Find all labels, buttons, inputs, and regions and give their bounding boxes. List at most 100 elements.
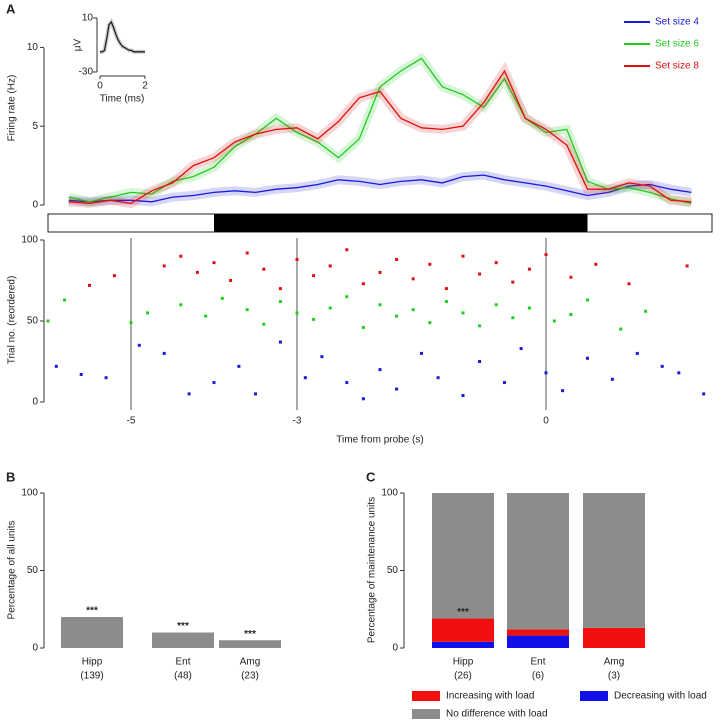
spike bbox=[220, 296, 224, 300]
count-label: (3) bbox=[608, 671, 620, 682]
y-tick-label: -30 bbox=[79, 67, 94, 78]
bar-segment bbox=[507, 493, 569, 630]
spike bbox=[212, 381, 216, 385]
spike bbox=[320, 355, 324, 359]
legend-label: Set size 6 bbox=[655, 39, 699, 50]
spike bbox=[245, 251, 249, 255]
spike bbox=[278, 300, 282, 304]
spike bbox=[162, 351, 166, 355]
y-tick-label: 0 bbox=[32, 397, 38, 408]
y-tick-label: 50 bbox=[387, 565, 399, 576]
count-label: (26) bbox=[454, 671, 472, 682]
spike bbox=[428, 262, 432, 266]
spike bbox=[395, 257, 399, 261]
spike bbox=[312, 274, 316, 278]
y-tick-label: 0 bbox=[32, 200, 38, 211]
spike bbox=[345, 248, 349, 252]
spike bbox=[195, 270, 199, 274]
x-axis-label: Time from probe (s) bbox=[336, 435, 423, 446]
spike bbox=[262, 267, 266, 271]
bar-segment bbox=[432, 493, 494, 619]
x-tick-label: -3 bbox=[293, 416, 302, 427]
spike bbox=[420, 351, 423, 355]
bar-segment bbox=[507, 629, 569, 636]
count-label: (6) bbox=[532, 671, 544, 682]
annotation: *** bbox=[244, 629, 256, 640]
spike bbox=[345, 381, 349, 385]
spike bbox=[162, 264, 166, 268]
spike bbox=[179, 303, 183, 307]
category-label: Ent bbox=[530, 657, 545, 668]
spike bbox=[54, 364, 58, 368]
y-axis-label: μV bbox=[73, 38, 84, 51]
spike bbox=[361, 397, 365, 401]
legend-label: Increasing with load bbox=[446, 691, 534, 702]
x-tick-label: 2 bbox=[142, 81, 148, 92]
bar-segment bbox=[432, 641, 494, 648]
spike bbox=[461, 311, 465, 315]
spike bbox=[146, 311, 150, 315]
spike bbox=[544, 371, 548, 375]
spike bbox=[112, 274, 116, 278]
spike bbox=[436, 376, 440, 380]
legend-swatch bbox=[412, 691, 440, 701]
spike bbox=[586, 356, 589, 360]
y-axis-label: Firing rate (Hz) bbox=[7, 75, 18, 142]
spike bbox=[88, 283, 91, 287]
spike bbox=[129, 321, 133, 325]
spike bbox=[245, 308, 249, 312]
x-tick-label: 0 bbox=[543, 416, 549, 427]
bar-segment bbox=[507, 635, 569, 648]
panel-label: B bbox=[6, 469, 15, 484]
spike bbox=[295, 311, 299, 315]
spike bbox=[569, 275, 573, 279]
count-label: (23) bbox=[241, 671, 259, 682]
category-label: Hipp bbox=[82, 657, 103, 668]
spike bbox=[511, 280, 515, 284]
y-tick-label: 5 bbox=[32, 121, 38, 132]
spike bbox=[79, 372, 83, 376]
spike bbox=[411, 308, 415, 312]
spike bbox=[527, 306, 531, 310]
spike bbox=[378, 368, 382, 372]
bar-segment bbox=[583, 493, 645, 628]
spike bbox=[594, 262, 598, 266]
spike bbox=[444, 300, 448, 304]
spike bbox=[461, 254, 465, 258]
spike bbox=[212, 261, 216, 265]
category-label: Ent bbox=[175, 657, 190, 668]
spike bbox=[262, 322, 266, 326]
spike bbox=[586, 298, 589, 302]
spike bbox=[619, 327, 623, 331]
spike bbox=[527, 267, 531, 271]
spike bbox=[187, 392, 191, 396]
spike bbox=[104, 376, 108, 380]
y-tick-label: 100 bbox=[21, 235, 38, 246]
spike bbox=[561, 389, 565, 393]
spike bbox=[478, 324, 482, 328]
spike bbox=[644, 309, 648, 313]
y-tick-label: 100 bbox=[381, 488, 398, 499]
spike bbox=[312, 317, 316, 321]
spike bbox=[494, 261, 498, 265]
line bbox=[68, 174, 692, 203]
bar bbox=[152, 632, 214, 648]
y-axis-label: Percentage of all units bbox=[7, 521, 18, 620]
x-tick-label: -5 bbox=[127, 416, 136, 427]
y-tick-label: 100 bbox=[21, 488, 38, 499]
line bbox=[68, 57, 692, 205]
y-axis-label: Trial no. (reordered) bbox=[7, 276, 18, 365]
spike bbox=[137, 343, 141, 347]
spike bbox=[361, 282, 365, 286]
spike bbox=[303, 376, 307, 380]
spike bbox=[503, 381, 506, 385]
spike bbox=[627, 282, 631, 286]
spike bbox=[378, 270, 382, 274]
bar bbox=[219, 640, 281, 648]
spike bbox=[444, 287, 448, 291]
count-label: (48) bbox=[174, 671, 192, 682]
legend-label: Set size 4 bbox=[655, 17, 699, 28]
count-label: (139) bbox=[80, 671, 103, 682]
annotation: *** bbox=[457, 607, 469, 618]
spike bbox=[278, 340, 282, 344]
